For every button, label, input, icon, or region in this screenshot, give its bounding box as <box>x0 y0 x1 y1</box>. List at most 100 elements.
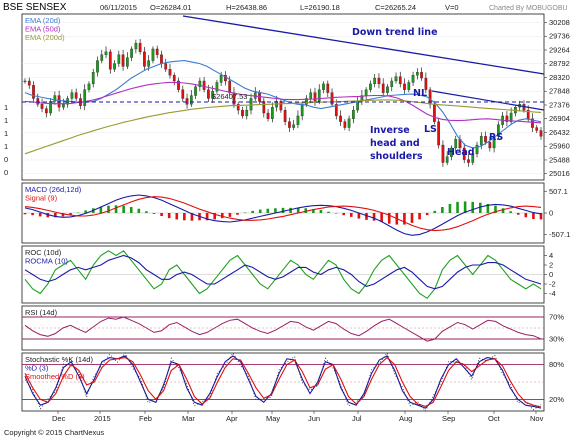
stoch-smoothed-line <box>24 356 542 408</box>
price-candle <box>113 63 116 70</box>
roc-axis-tick-label: -2 <box>549 280 556 289</box>
macd-hist-bar <box>220 213 224 219</box>
price-candle <box>202 80 206 90</box>
macd-legend-0: MACD (26d,12d) <box>25 185 82 194</box>
price-candle <box>130 48 133 58</box>
macd-hist-bar <box>380 213 383 222</box>
price-left-tick: 1 <box>4 142 8 151</box>
price-candle <box>479 136 483 146</box>
price-candle <box>322 83 325 90</box>
price-candle <box>288 121 291 128</box>
ema-line-2 <box>24 99 542 155</box>
price-candle <box>96 60 99 73</box>
macd-hist-bar <box>107 205 110 213</box>
x-axis-label: 2015 <box>94 414 111 423</box>
price-candle <box>185 98 189 105</box>
price-axis-tick-label: 26904 <box>549 114 570 123</box>
price-legend-1: EMA (50d) <box>25 25 61 34</box>
header-high: H=26438.86 <box>226 3 267 12</box>
macd-hist-bar <box>478 202 482 213</box>
stoch-legend-2: Smoothed %D (3) <box>25 372 85 381</box>
price-candle <box>155 48 159 55</box>
price-candle <box>475 144 479 154</box>
roc-axis-tick-label: 2 <box>549 261 553 270</box>
support-label: $26407.53 <box>212 92 247 101</box>
x-axis-label: Sep <box>442 414 455 423</box>
macd-hist-bar <box>38 213 42 217</box>
x-axis-label: Jul <box>352 414 362 423</box>
signal-line <box>24 196 542 232</box>
price-candle <box>539 130 543 137</box>
price-left-tick: 0 <box>4 155 8 164</box>
macd-hist-bar <box>145 211 148 213</box>
price-axis-tick-label: 30208 <box>549 18 570 27</box>
price-candle <box>207 89 210 99</box>
price-candle <box>411 75 415 83</box>
price-candle <box>415 72 419 76</box>
price-candle <box>181 89 185 99</box>
price-candle <box>381 83 385 93</box>
price-candle <box>330 92 334 105</box>
price-candle <box>147 60 151 67</box>
price-left-tick: 1 <box>4 116 8 125</box>
ema-line-1 <box>24 81 542 124</box>
macd-hist-bar <box>463 201 467 213</box>
price-axis-tick-label: 27376 <box>549 100 570 109</box>
roc-axis-tick-label: 4 <box>549 251 553 260</box>
macd-hist-bar <box>236 213 239 215</box>
price-candle <box>339 115 342 122</box>
price-axis-tick-label: 26432 <box>549 128 570 137</box>
macd-hist-bar <box>403 213 406 225</box>
price-axis-tick-label: 25488 <box>549 155 570 164</box>
macd-hist-bar <box>251 210 254 213</box>
price-candle <box>377 77 381 85</box>
x-axis-label: Feb <box>139 414 152 423</box>
roc-line <box>24 250 542 300</box>
price-left-tick: 1 <box>4 103 8 112</box>
macd-hist-bar <box>175 213 179 220</box>
price-candle <box>245 109 249 117</box>
price-candle <box>454 139 458 149</box>
macd-hist-bar <box>266 208 270 213</box>
macd-hist-bar <box>152 213 156 214</box>
price-left-tick: 1 <box>4 129 8 138</box>
x-axis-label: Mar <box>182 414 195 423</box>
price-candle <box>394 76 398 82</box>
macd-hist-bar <box>289 207 292 213</box>
macd-hist-bar <box>213 213 217 220</box>
price-axis-tick-label: 25960 <box>549 142 570 151</box>
macd-hist-bar <box>433 210 437 213</box>
price-candle <box>305 98 308 105</box>
ema-line-0 <box>24 60 542 149</box>
header-close: C=26265.24 <box>375 3 416 12</box>
macd-hist-bar <box>372 213 376 221</box>
roc-legend-1: ROCMA (10) <box>25 257 68 266</box>
macd-hist-bar <box>494 205 497 213</box>
price-candle <box>364 89 368 96</box>
price-candle <box>194 86 197 96</box>
macd-hist-bar <box>539 213 543 220</box>
x-axis-label: Jun <box>308 414 320 423</box>
macd-hist-bar <box>516 213 520 215</box>
macd-hist-bar <box>205 213 209 221</box>
price-candle <box>164 63 168 70</box>
macd-hist-bar <box>410 213 414 223</box>
price-candle <box>121 54 125 67</box>
price-candle <box>262 101 266 114</box>
macd-hist-bar <box>471 201 475 213</box>
price-candle <box>236 104 240 111</box>
price-candle <box>433 104 436 122</box>
price-candle <box>356 101 359 111</box>
price-candle <box>445 156 449 163</box>
price-candle <box>309 92 313 99</box>
price-candle <box>143 51 146 67</box>
price-candle <box>326 83 330 93</box>
price-candle <box>505 115 509 122</box>
macd-hist-bar <box>114 205 118 213</box>
price-candle <box>27 80 31 86</box>
macd-axis-tick-label: -507.1 <box>549 230 570 239</box>
macd-hist-bar <box>122 205 125 213</box>
macd-hist-bar <box>61 213 65 217</box>
